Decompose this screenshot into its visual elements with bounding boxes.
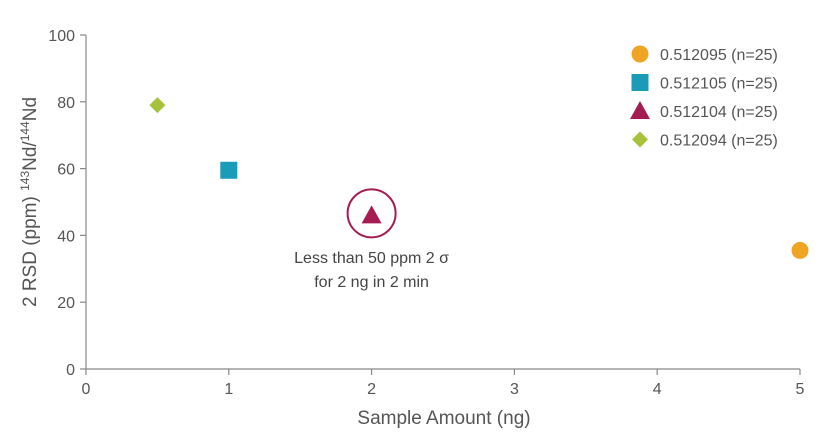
legend-marker-square bbox=[631, 74, 649, 91]
y-axis-title: 2 RSD (ppm) 143Nd/144Nd bbox=[18, 97, 41, 307]
y-ticks: 0 20 40 60 80 100 bbox=[48, 28, 86, 379]
y-tick-label: 0 bbox=[66, 362, 75, 379]
annotation-line: for 2 ng in 2 min bbox=[314, 274, 429, 291]
x-tick-label: 2 bbox=[367, 381, 376, 398]
y-tick-label: 80 bbox=[57, 95, 75, 112]
y-tick-label: 20 bbox=[57, 295, 75, 312]
y-axis-title-sup2: 144 bbox=[18, 121, 32, 141]
x-tick-label: 4 bbox=[653, 381, 662, 398]
y-axis-title-prefix: 2 RSD (ppm) bbox=[20, 191, 41, 307]
y-tick-label: 60 bbox=[57, 162, 75, 179]
y-axis-title-sup1: 143 bbox=[18, 171, 32, 191]
data-point-circle bbox=[791, 241, 809, 259]
x-tick-label: 3 bbox=[510, 381, 519, 398]
x-axis-title: Sample Amount (ng) bbox=[357, 408, 530, 429]
axes bbox=[85, 35, 800, 370]
legend-item: 0.512095 (n=25) bbox=[631, 45, 778, 64]
data-points bbox=[149, 97, 809, 259]
data-point-diamond bbox=[149, 97, 166, 114]
legend: 0.512095 (n=25) 0.512105 (n=25) 0.512104 (… bbox=[630, 45, 778, 150]
legend-item: 0.512094 (n=25) bbox=[632, 131, 778, 150]
y-tick-label: 40 bbox=[57, 228, 75, 245]
data-point-triangle bbox=[361, 205, 382, 224]
annotation-line: Less than 50 ppm 2 σ bbox=[294, 250, 449, 267]
y-axis-title-mid: Nd/ bbox=[20, 141, 41, 171]
annotation-ring bbox=[346, 188, 397, 239]
legend-item: 0.512104 (n=25) bbox=[630, 101, 778, 121]
x-ticks: 0 1 2 3 4 5 bbox=[82, 369, 805, 398]
legend-label: 0.512105 (n=25) bbox=[660, 76, 778, 93]
annotation: Less than 50 ppm 2 σ for 2 ng in 2 min bbox=[294, 188, 449, 291]
legend-marker-diamond bbox=[632, 131, 648, 148]
x-tick-label: 1 bbox=[224, 381, 233, 398]
x-tick-label: 5 bbox=[796, 381, 805, 398]
legend-label: 0.512104 (n=25) bbox=[660, 104, 778, 121]
x-tick-label: 0 bbox=[82, 381, 91, 398]
legend-label: 0.512094 (n=25) bbox=[660, 133, 778, 150]
legend-label: 0.512095 (n=25) bbox=[660, 47, 778, 64]
data-point-square bbox=[220, 161, 238, 179]
y-axis-title-suffix: Nd bbox=[20, 97, 41, 121]
legend-item: 0.512105 (n=25) bbox=[631, 74, 778, 93]
y-tick-label: 100 bbox=[48, 28, 75, 45]
legend-marker-triangle bbox=[630, 101, 650, 119]
legend-marker-circle bbox=[631, 45, 649, 63]
